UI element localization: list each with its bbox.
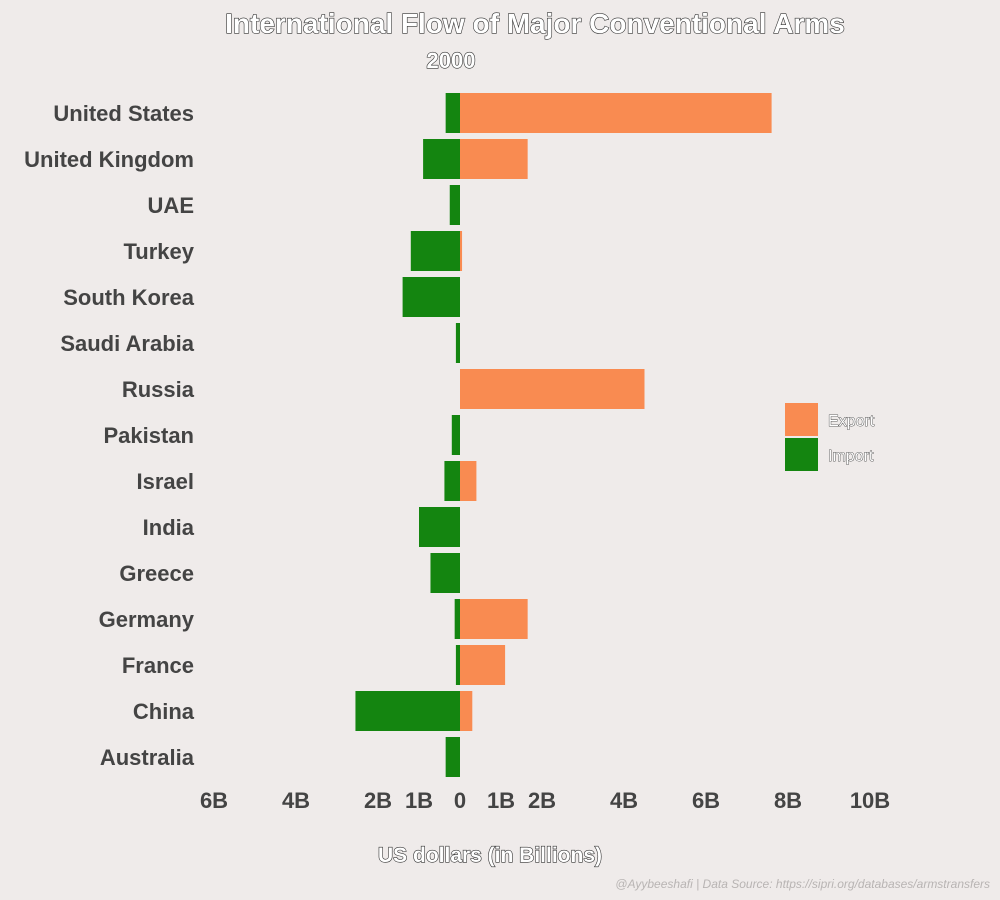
bar-import-uae <box>449 185 460 225</box>
bar-import-china <box>355 691 460 731</box>
x-tick-0: 0 <box>454 788 466 813</box>
bar-export-china <box>460 691 473 731</box>
category-label-russia: Russia <box>122 377 195 402</box>
category-label-saudi-arabia: Saudi Arabia <box>60 331 194 356</box>
bar-export-united-states <box>460 93 772 133</box>
bar-export-germany <box>460 599 528 639</box>
legend-swatch-import <box>785 438 818 471</box>
x-tick-neg6: 6B <box>200 788 228 813</box>
bar-import-germany <box>454 599 460 639</box>
bar-import-saudi-arabia <box>455 323 460 363</box>
bar-import-pakistan <box>451 415 460 455</box>
legend: Export Import <box>785 403 875 471</box>
bar-export-france <box>460 645 506 685</box>
category-label-china: China <box>133 699 195 724</box>
bar-import-united-states <box>445 93 460 133</box>
bar-import-australia <box>445 737 460 777</box>
bar-import-south-korea <box>402 277 460 317</box>
category-label-united-states: United States <box>53 101 194 126</box>
bar-import-turkey <box>410 231 460 271</box>
category-label-germany: Germany <box>99 607 195 632</box>
bar-import-israel <box>444 461 460 501</box>
bar-export-israel <box>460 461 477 501</box>
legend-label-import: Import <box>828 448 874 465</box>
category-label-israel: Israel <box>137 469 195 494</box>
bar-export-russia <box>460 369 645 409</box>
x-tick-neg4: 4B <box>282 788 310 813</box>
x-tick-10: 10B <box>850 788 890 813</box>
category-label-australia: Australia <box>100 745 195 770</box>
x-tick-4: 4B <box>610 788 638 813</box>
x-tick-neg1: 1B <box>405 788 433 813</box>
bars-layer <box>355 93 772 777</box>
category-label-uae: UAE <box>148 193 194 218</box>
bar-import-greece <box>430 553 460 593</box>
category-label-south-korea: South Korea <box>63 285 195 310</box>
x-axis-tick-labels: 6B 4B 2B 1B 0 1B 2B 4B 6B 8B 10B <box>200 788 890 813</box>
x-tick-8: 8B <box>774 788 802 813</box>
category-label-turkey: Turkey <box>123 239 194 264</box>
bar-import-france <box>455 645 460 685</box>
category-label-greece: Greece <box>119 561 194 586</box>
legend-label-export: Export <box>828 413 875 430</box>
category-label-united-kingdom: United Kingdom <box>24 147 194 172</box>
category-labels: United States United Kingdom UAE Turkey Sout… <box>24 101 195 770</box>
bar-import-united-kingdom <box>423 139 460 179</box>
category-label-france: France <box>122 653 194 678</box>
source-note: @Ayybeeshafi | Data Source: https://sipr… <box>615 877 990 891</box>
x-tick-2: 2B <box>528 788 556 813</box>
category-label-pakistan: Pakistan <box>104 423 195 448</box>
legend-swatch-export <box>785 403 818 436</box>
x-tick-neg2: 2B <box>364 788 392 813</box>
chart-title: International Flow of Major Conventional… <box>225 8 845 39</box>
x-tick-1: 1B <box>487 788 515 813</box>
x-tick-6: 6B <box>692 788 720 813</box>
x-axis-label: US dollars (in Billions) <box>378 844 602 867</box>
category-label-india: India <box>143 515 195 540</box>
bar-import-india <box>419 507 460 547</box>
bar-export-united-kingdom <box>460 139 528 179</box>
chart-subtitle: 2000 <box>427 48 476 73</box>
bar-export-turkey <box>460 231 463 271</box>
